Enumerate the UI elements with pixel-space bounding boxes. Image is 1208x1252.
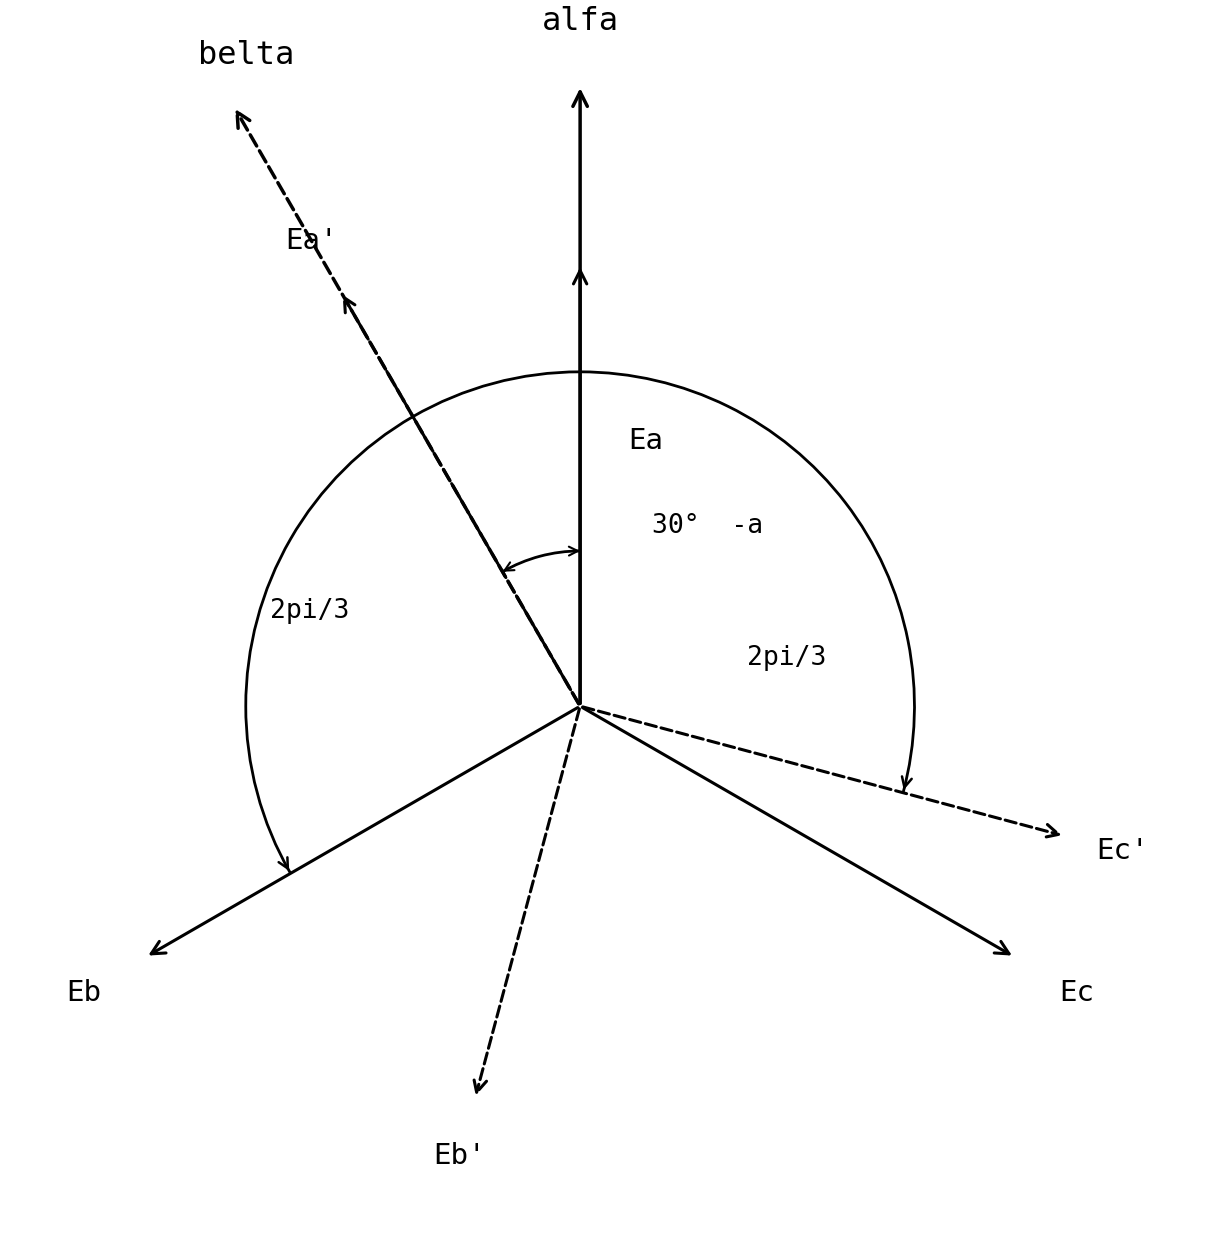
Text: Ec': Ec': [1096, 838, 1149, 865]
Text: 30°  -a: 30° -a: [652, 513, 763, 540]
Text: alfa: alfa: [541, 6, 618, 38]
Text: Eb': Eb': [434, 1142, 486, 1171]
Text: Eb: Eb: [66, 979, 101, 1007]
Text: 2pi/3: 2pi/3: [269, 597, 349, 623]
Text: Ec: Ec: [1059, 979, 1094, 1007]
Text: Ea': Ea': [285, 227, 338, 255]
Text: 2pi/3: 2pi/3: [748, 646, 826, 671]
Text: belta: belta: [198, 40, 294, 70]
Text: Ea: Ea: [628, 427, 663, 454]
